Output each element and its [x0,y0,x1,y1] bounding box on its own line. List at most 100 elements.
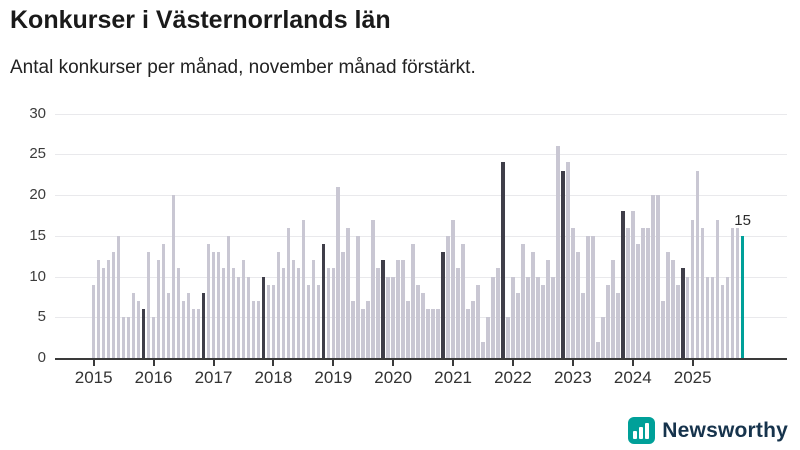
bar-2025-06 [715,219,720,358]
bar-2015-05 [111,252,116,358]
bar-2021-01 [451,219,455,358]
x-tick-2025 [691,359,694,366]
bar-2020-06 [416,284,420,358]
bar-2020-10 [436,309,440,358]
x-axis-label-2017: 2017 [194,368,233,387]
bar-2017-02 [216,252,221,358]
bar-2020-09 [431,309,435,358]
bar-2017-12 [266,284,271,358]
bar-2018-02 [276,252,281,358]
gridline-15 [55,235,787,237]
x-axis-label-2022: 2022 [494,368,532,387]
bar-2017-05 [231,268,236,358]
x-tick-2022 [511,359,514,366]
bar-2024-12 [685,276,690,358]
bar-2019-12 [386,276,390,358]
y-axis-label-30: 30 [29,104,46,122]
bar-2023-10 [616,292,620,358]
bar-2021-04 [466,309,470,358]
bar-2019-04 [346,227,351,358]
bar-2025-03 [700,227,705,358]
bar-2025-07 [720,284,725,358]
bar-2019-08 [366,300,371,358]
bar-2024-01 [630,211,635,358]
bar-2017-01 [211,252,216,358]
bar-2015-04 [106,260,111,358]
bar-2020-07 [421,292,425,358]
bar-2018-01 [271,284,276,358]
x-axis-label-2015: 2015 [74,368,113,387]
x-axis-label-2020: 2020 [374,368,413,387]
x-tick-2024 [631,359,634,366]
bar-2024-09 [670,260,675,358]
y-axis-label-5: 5 [37,308,46,326]
newsworthy-logo: Newsworthy [628,417,788,444]
bar-2018-07 [301,219,306,358]
bar-2015-07 [121,317,126,358]
bar-2016-09 [191,309,196,358]
bar-2021-10 [496,268,500,358]
bar-2025-10 [735,227,740,358]
bar-2016-11-november [201,292,206,358]
y-axis-label-25: 25 [29,145,46,163]
y-axis-label-15: 15 [29,226,46,244]
bar-2020-01 [391,276,395,358]
bar-2017-06 [236,276,241,358]
bar-2015-12 [146,252,151,358]
bar-2018-11-november [321,243,326,358]
bar-2024-05 [650,195,655,358]
bar-2019-06 [356,235,361,358]
x-axis-label-2016: 2016 [134,368,173,387]
bar-2025-08 [725,276,730,358]
bar-2017-08 [246,276,251,358]
bar-2024-07 [660,300,665,358]
bar-2015-02 [96,260,101,358]
bar-2024-10 [675,284,680,358]
bar-2022-07 [541,284,545,358]
x-tick-2019 [332,359,335,366]
x-axis-line [55,357,787,360]
y-axis-label-10: 10 [29,267,46,285]
x-tick-2018 [272,359,275,366]
bar-2021-05 [471,300,475,358]
bar-2020-04 [406,300,410,358]
bar-2019-05 [351,300,356,358]
bar-2020-08 [426,309,430,358]
x-axis-label-2024: 2024 [613,368,652,387]
bar-2024-04 [645,227,650,358]
bar-2018-06 [296,268,301,358]
bar-2022-06 [536,276,540,358]
bar-2021-11-november [501,162,505,358]
bar-2016-08 [186,292,191,358]
bar-2021-09 [491,276,495,358]
bar-2016-01 [151,317,156,358]
bar-2019-02 [336,186,341,358]
bar-2022-05 [531,252,535,358]
bar-2016-06 [176,268,181,358]
bar-2024-02 [635,243,640,358]
bar-2018-10 [316,284,321,358]
bar-2016-07 [181,300,186,358]
bar-2016-10 [196,309,201,358]
bar-2025-09 [730,227,735,358]
bar-2018-05 [291,260,296,358]
bar-2015-03 [101,268,106,358]
y-axis-label-20: 20 [29,186,46,204]
bar-2015-11-november [141,309,146,358]
bar-2025-04 [705,276,710,358]
gridline-30 [55,113,787,115]
bar-2024-08 [665,252,670,358]
bar-2024-11-november [680,268,685,358]
bar-2018-09 [311,260,316,358]
bar-2017-11-november [261,276,266,358]
bar-2025-02 [695,170,700,358]
bar-2016-04 [166,292,171,358]
y-axis-label-0: 0 [37,349,46,366]
bar-2015-10 [136,300,141,358]
bar-2018-03 [281,268,286,358]
bar-2022-12 [566,162,570,358]
x-tick-2015 [92,359,95,366]
bar-2024-06 [655,195,660,358]
bar-2020-03 [401,260,405,358]
